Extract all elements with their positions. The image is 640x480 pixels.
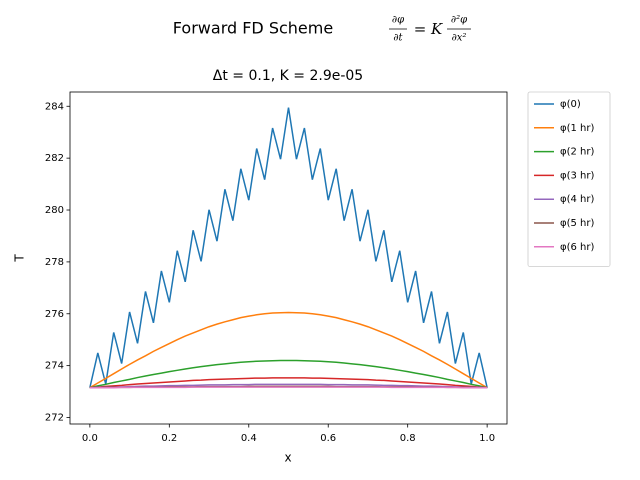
y-tick-label: 284 (45, 101, 64, 112)
y-tick-label: 278 (45, 257, 64, 268)
series-line (89, 311, 488, 389)
x-axis-label: x (284, 451, 291, 465)
y-tick-label: 272 (45, 413, 64, 424)
equation-part: ∂φ (392, 15, 404, 26)
y-tick-label: 280 (45, 205, 64, 216)
series-line (89, 383, 488, 389)
legend-label: φ(1 hr) (560, 123, 594, 134)
y-axis-label: T (13, 254, 27, 263)
equation: ∂φ ∂t = K ∂²φ ∂x² (389, 15, 471, 44)
y-tick-label: 276 (45, 309, 64, 320)
legend-label: φ(0) (560, 99, 581, 110)
legend: φ(0) φ(1 hr) φ(2 hr) φ(3 hr) φ(4 hr) φ(5 hr) φ… (527, 91, 611, 268)
y-tick-label: 282 (45, 153, 64, 164)
plot-area (89, 107, 488, 389)
x-tick-label: 0.6 (320, 433, 336, 444)
axes-frame (69, 91, 508, 425)
chart-title: Forward FD Scheme (173, 19, 333, 38)
series-line (89, 386, 488, 389)
x-tick-label: 1.0 (479, 433, 495, 444)
series-line (89, 377, 488, 389)
legend-label: φ(4 hr) (560, 194, 594, 205)
series-line (89, 359, 488, 389)
x-tick-label: 0.8 (400, 433, 416, 444)
legend-label: φ(3 hr) (560, 170, 594, 181)
equation-part: ∂t (393, 33, 403, 44)
y-tick-label: 274 (45, 361, 64, 372)
x-tick-label: 0.0 (82, 433, 98, 444)
series-line (89, 107, 488, 388)
legend-label: φ(2 hr) (560, 147, 594, 158)
equation-part: = K (414, 20, 443, 38)
equation-part: ∂x² (452, 33, 467, 44)
x-tick-label: 0.4 (241, 433, 257, 444)
subtitle: Δt = 0.1, K = 2.9e-05 (213, 68, 363, 84)
equation-part: ∂²φ (451, 15, 467, 26)
x-tick-label: 0.2 (161, 433, 177, 444)
legend-label: φ(6 hr) (560, 242, 594, 253)
legend-label: φ(5 hr) (560, 218, 594, 229)
